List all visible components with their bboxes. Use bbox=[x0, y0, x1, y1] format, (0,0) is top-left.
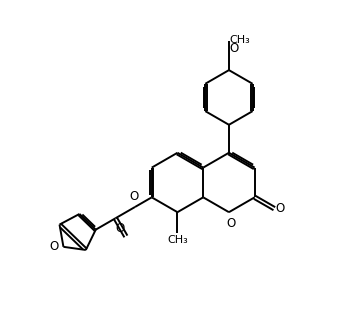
Text: CH₃: CH₃ bbox=[230, 35, 250, 45]
Text: O: O bbox=[275, 202, 284, 215]
Text: O: O bbox=[115, 222, 124, 235]
Text: O: O bbox=[230, 42, 239, 55]
Text: CH₃: CH₃ bbox=[167, 235, 188, 245]
Text: O: O bbox=[50, 240, 59, 252]
Text: O: O bbox=[226, 217, 235, 230]
Text: O: O bbox=[130, 191, 139, 204]
